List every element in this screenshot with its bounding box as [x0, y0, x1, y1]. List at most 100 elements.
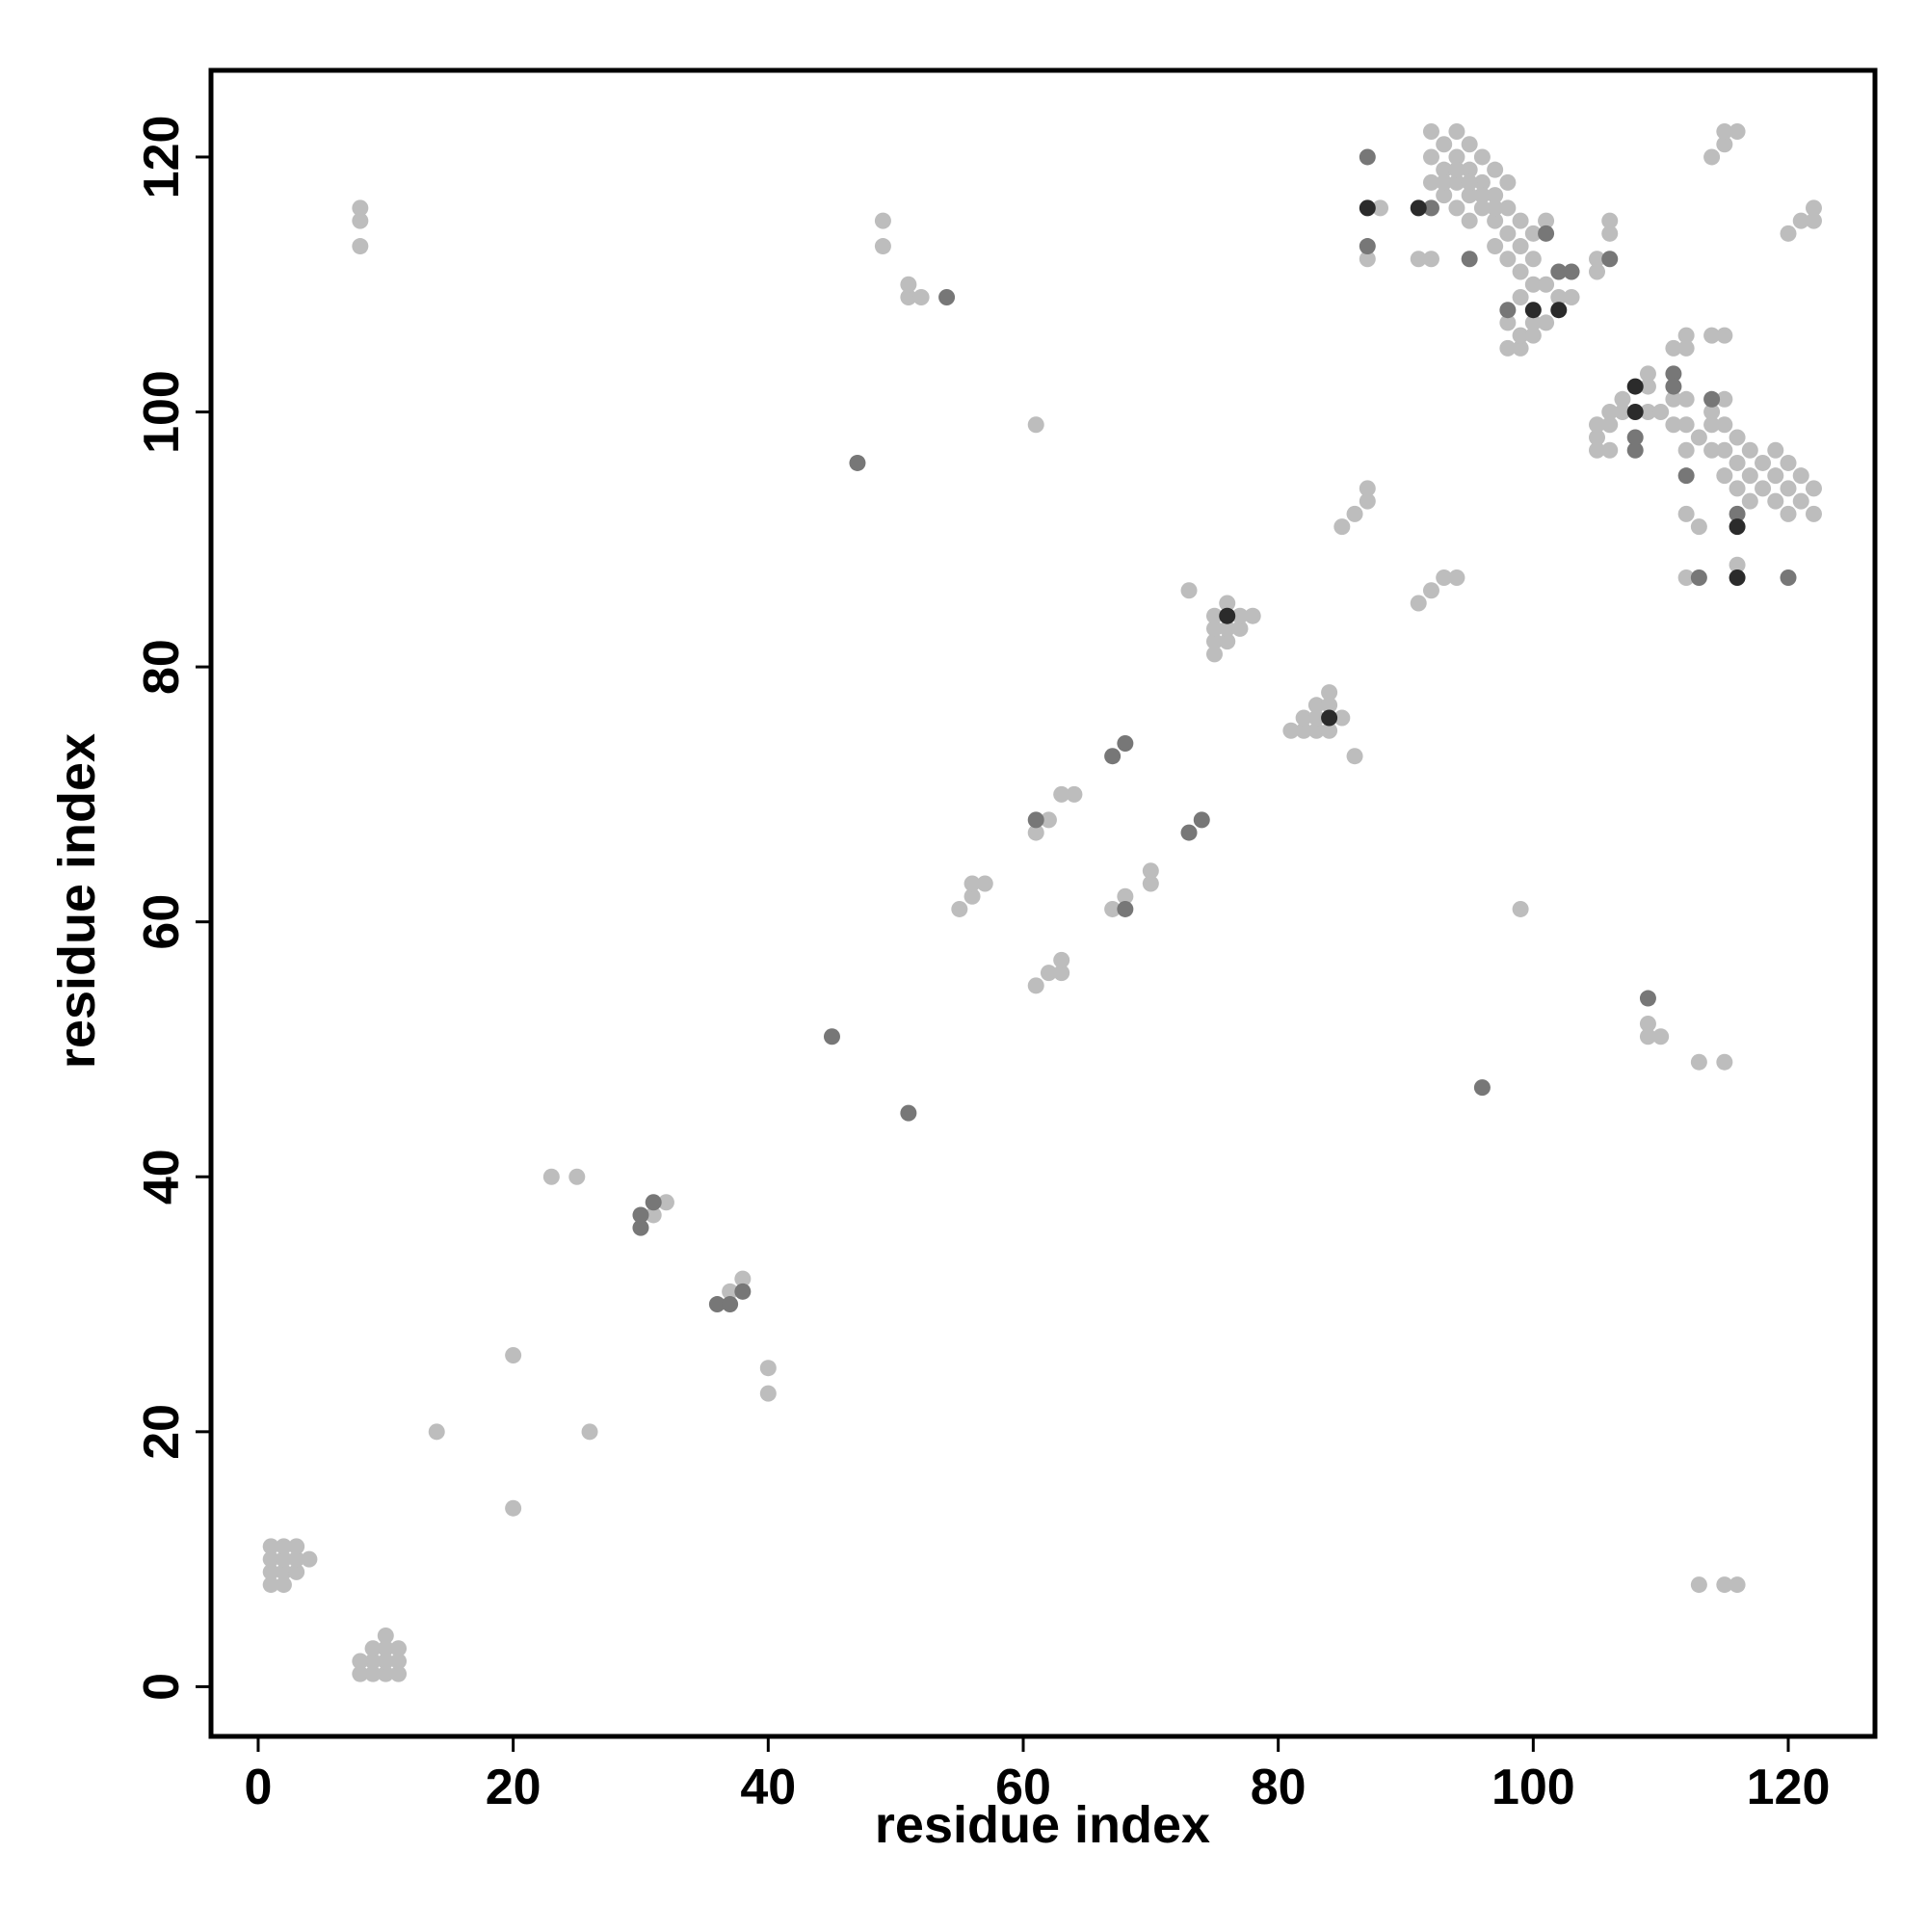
point	[1729, 480, 1746, 497]
point	[1219, 595, 1236, 612]
point	[1422, 122, 1439, 140]
point	[1422, 251, 1439, 268]
point	[1601, 212, 1619, 229]
point	[1524, 327, 1542, 344]
point	[1499, 251, 1517, 268]
point	[288, 1563, 305, 1580]
x-tick-label: 120	[1747, 1760, 1831, 1815]
point	[1601, 251, 1619, 268]
point	[912, 288, 930, 305]
point	[275, 1550, 292, 1568]
point	[352, 1653, 369, 1670]
point	[1321, 709, 1338, 727]
point	[1755, 480, 1772, 497]
point	[1359, 238, 1376, 255]
point	[1461, 187, 1478, 204]
point	[1142, 875, 1159, 892]
point	[1487, 161, 1504, 178]
point	[1729, 556, 1746, 573]
point	[1703, 327, 1721, 344]
point	[1767, 467, 1784, 485]
point	[1512, 900, 1529, 917]
point	[1499, 314, 1517, 331]
point	[262, 1563, 279, 1580]
point	[1767, 441, 1784, 459]
point	[1487, 199, 1504, 217]
point	[1193, 811, 1210, 829]
point	[542, 1168, 560, 1185]
point	[1703, 390, 1721, 408]
point	[1729, 1576, 1746, 1594]
point	[1550, 263, 1568, 280]
point	[1219, 633, 1236, 650]
point	[1524, 314, 1542, 331]
point	[1487, 212, 1504, 229]
point	[377, 1665, 394, 1682]
point	[1626, 378, 1644, 395]
point	[1512, 263, 1529, 280]
point	[1104, 900, 1122, 917]
point	[1295, 709, 1312, 727]
point	[1410, 595, 1427, 612]
point	[657, 1194, 674, 1211]
point	[1117, 734, 1134, 752]
point	[1282, 722, 1300, 739]
point	[1307, 722, 1325, 739]
point	[1703, 148, 1721, 166]
point	[1461, 173, 1478, 191]
point	[1422, 173, 1439, 191]
point	[708, 1296, 726, 1313]
point	[1716, 136, 1733, 153]
point	[275, 1538, 292, 1555]
point	[1027, 416, 1044, 434]
point	[275, 1563, 292, 1580]
point	[1512, 327, 1529, 344]
point	[1512, 238, 1529, 255]
point	[390, 1665, 408, 1682]
point	[1677, 416, 1695, 434]
point	[428, 1423, 445, 1441]
point	[1499, 173, 1517, 191]
point	[1601, 441, 1619, 459]
point	[1231, 607, 1249, 624]
point	[1205, 607, 1223, 624]
point	[1448, 569, 1465, 587]
point	[1716, 1576, 1733, 1594]
point	[1512, 339, 1529, 357]
point	[1677, 569, 1695, 587]
point	[288, 1538, 305, 1555]
point	[1473, 187, 1491, 204]
point	[1499, 199, 1517, 217]
point	[1461, 161, 1478, 178]
point	[1690, 429, 1707, 446]
point	[1639, 378, 1656, 395]
point	[1614, 404, 1631, 421]
point	[1601, 225, 1619, 242]
point	[1448, 161, 1465, 178]
point	[1652, 1028, 1670, 1045]
point	[722, 1283, 739, 1300]
point	[364, 1665, 382, 1682]
point	[1499, 302, 1517, 319]
point	[352, 238, 369, 255]
y-tick-label: 120	[134, 116, 190, 199]
point	[1626, 441, 1644, 459]
point	[1422, 148, 1439, 166]
point	[1639, 365, 1656, 383]
point	[1333, 518, 1351, 536]
point	[1716, 467, 1733, 485]
x-tick-label: 0	[245, 1760, 273, 1815]
point	[1499, 339, 1517, 357]
point	[1780, 225, 1797, 242]
point	[1626, 429, 1644, 446]
point	[1053, 965, 1070, 982]
point	[1563, 288, 1580, 305]
point	[505, 1346, 522, 1363]
point	[1741, 467, 1758, 485]
point	[364, 1653, 382, 1670]
point	[1690, 1576, 1707, 1594]
point	[1677, 467, 1695, 485]
point	[1473, 1079, 1491, 1097]
point	[352, 1665, 369, 1682]
point	[1436, 136, 1453, 153]
